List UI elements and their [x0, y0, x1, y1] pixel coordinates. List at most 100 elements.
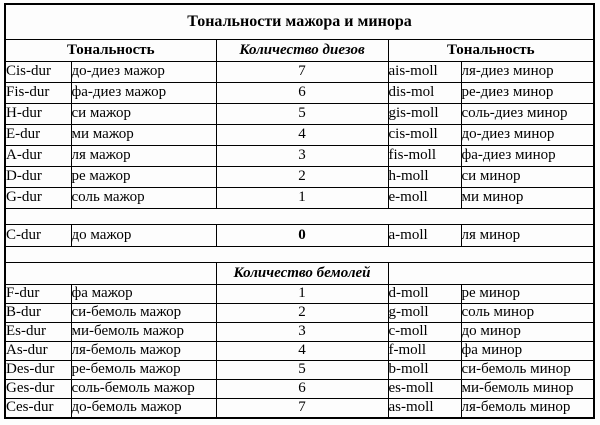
key-row: Ces-dur до-бемоль мажор 7 as-moll ля-бемоль …: [4, 398, 595, 419]
cell-major-name: соль мажор: [70, 187, 217, 209]
key-row: Es-dur ми-бемоль мажор 3 c-moll до минор: [4, 322, 595, 342]
empty-row: [4, 208, 595, 225]
cell-count: 5: [215, 360, 389, 380]
flats-header-right-empty: [387, 262, 595, 285]
cell-major-key: E-dur: [4, 124, 72, 146]
cell-major-key: G-dur: [4, 187, 72, 209]
cell-major-key: F-dur: [4, 284, 72, 304]
flats-header-left-empty: [4, 262, 217, 285]
cell-count: 2: [215, 166, 389, 188]
cell-minor-name: си-бемоль минор: [460, 360, 595, 380]
key-row: Fis-dur фа-диез мажор 6 dis-mol ре-диез мино…: [4, 82, 595, 104]
cell-major-name: фа-диез мажор: [70, 82, 217, 104]
cell-minor-name: ля-диез минор: [460, 61, 595, 83]
cell-minor-name: ми-бемоль минор: [460, 379, 595, 399]
cell-count: 7: [215, 61, 389, 83]
divider-section-1: [4, 208, 595, 225]
key-row: G-dur соль мажор 1 e-moll ми минор: [4, 187, 595, 209]
cell-minor-name: ля минор: [460, 224, 595, 247]
cell-minor-key: e-moll: [387, 187, 462, 209]
key-row: A-dur ля мажор 3 fis-moll фа-диез минор: [4, 145, 595, 167]
cell-count: 5: [215, 103, 389, 125]
cell-minor-name: ми минор: [460, 187, 595, 209]
cell-count: 3: [215, 145, 389, 167]
cell-minor-key: gis-moll: [387, 103, 462, 125]
cell-major-name: до-диез мажор: [70, 61, 217, 83]
title-row: Тональности мажора и минора: [4, 3, 595, 40]
cell-minor-key: c-moll: [387, 322, 462, 342]
flats-header-row: Количество бемолей: [4, 262, 595, 285]
natural-key-section: C-dur до мажор 0 a-moll ля минор: [4, 224, 595, 247]
empty-cell: [4, 208, 595, 225]
cell-minor-name: до минор: [460, 322, 595, 342]
cell-minor-key: d-moll: [387, 284, 462, 304]
key-row: D-dur ре мажор 2 h-moll си минор: [4, 166, 595, 188]
cell-major-name: ля мажор: [70, 145, 217, 167]
cell-major-key: Ges-dur: [4, 379, 72, 399]
cell-count: 7: [215, 398, 389, 419]
key-row: E-dur ми мажор 4 cis-moll до-диез минор: [4, 124, 595, 146]
cell-minor-name: ре-диез минор: [460, 82, 595, 104]
divider-section-2: [4, 246, 595, 263]
cell-major-name: ре мажор: [70, 166, 217, 188]
cell-minor-key: b-moll: [387, 360, 462, 380]
cell-major-key: H-dur: [4, 103, 72, 125]
key-row: Cis-dur до-диез мажор 7 ais-moll ля-диез мин…: [4, 61, 595, 83]
column-header-tonality-right: Тональность: [387, 39, 595, 62]
cell-major-name: ми мажор: [70, 124, 217, 146]
sharp-keys-section: Cis-dur до-диез мажор 7 ais-moll ля-диез мин…: [4, 61, 595, 209]
cell-count: 4: [215, 124, 389, 146]
empty-row: [4, 246, 595, 263]
cell-count: 4: [215, 341, 389, 361]
page-title: Тональности мажора и минора: [4, 3, 595, 40]
cell-major-key: Cis-dur: [4, 61, 72, 83]
empty-cell: [4, 246, 595, 263]
cell-major-key: A-dur: [4, 145, 72, 167]
tonalities-table: Тональности мажора и минора Тональность …: [4, 3, 595, 419]
cell-minor-key: a-moll: [387, 224, 462, 247]
cell-major-name: фа мажор: [70, 284, 217, 304]
cell-major-name: ре-бемоль мажор: [70, 360, 217, 380]
cell-major-name: соль-бемоль мажор: [70, 379, 217, 399]
cell-minor-name: соль минор: [460, 303, 595, 323]
cell-major-name: си-бемоль мажор: [70, 303, 217, 323]
column-header-sharps-count: Количество диезов: [215, 39, 389, 62]
cell-major-name: си мажор: [70, 103, 217, 125]
cell-minor-key: as-moll: [387, 398, 462, 419]
cell-minor-key: es-moll: [387, 379, 462, 399]
cell-count: 1: [215, 284, 389, 304]
cell-count: 3: [215, 322, 389, 342]
flats-header-section: Количество бемолей: [4, 262, 595, 285]
cell-minor-name: фа минор: [460, 341, 595, 361]
cell-minor-key: cis-moll: [387, 124, 462, 146]
key-row: Ges-dur соль-бемоль мажор 6 es-moll ми-бемол…: [4, 379, 595, 399]
cell-minor-key: fis-moll: [387, 145, 462, 167]
cell-major-key: Des-dur: [4, 360, 72, 380]
cell-count: 6: [215, 82, 389, 104]
cell-major-key: As-dur: [4, 341, 72, 361]
cell-count: 2: [215, 303, 389, 323]
title-section: Тональности мажора и минора Тональность …: [4, 3, 595, 62]
key-row: H-dur си мажор 5 gis-moll соль-диез минор: [4, 103, 595, 125]
cell-minor-name: соль-диез минор: [460, 103, 595, 125]
cell-minor-key: ais-moll: [387, 61, 462, 83]
cell-major-key: Ces-dur: [4, 398, 72, 419]
key-row: F-dur фа мажор 1 d-moll ре минор: [4, 284, 595, 304]
cell-minor-name: си минор: [460, 166, 595, 188]
cell-count: 6: [215, 379, 389, 399]
flat-keys-section: F-dur фа мажор 1 d-moll ре минор B-dur си-бемо…: [4, 284, 595, 419]
cell-major-key: D-dur: [4, 166, 72, 188]
cell-minor-name: ля-бемоль минор: [460, 398, 595, 419]
key-row: C-dur до мажор 0 a-moll ля минор: [4, 224, 595, 247]
cell-minor-key: dis-mol: [387, 82, 462, 104]
cell-major-name: до мажор: [70, 224, 217, 247]
cell-major-name: до-бемоль мажор: [70, 398, 217, 419]
cell-major-key: C-dur: [4, 224, 72, 247]
cell-minor-key: h-moll: [387, 166, 462, 188]
cell-major-key: B-dur: [4, 303, 72, 323]
cell-minor-key: g-moll: [387, 303, 462, 323]
cell-minor-name: фа-диез минор: [460, 145, 595, 167]
cell-count: 1: [215, 187, 389, 209]
column-header-flats-count: Количество бемолей: [215, 262, 389, 285]
